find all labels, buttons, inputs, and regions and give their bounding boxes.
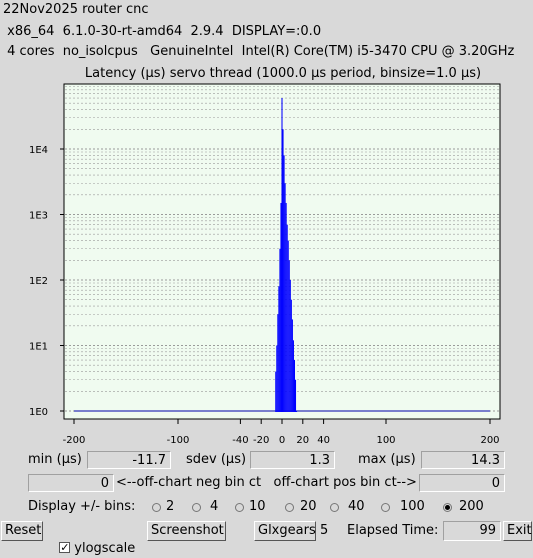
histogram-bar <box>291 319 293 412</box>
screenshot-button[interactable]: Screenshot <box>147 521 226 541</box>
histogram-bar <box>295 379 297 412</box>
bins-option-label: 2 <box>166 499 175 514</box>
histogram-bar <box>282 129 284 412</box>
histogram-bar <box>277 314 279 412</box>
x-tick-label: -200 <box>63 435 86 446</box>
reset-button[interactable]: Reset <box>1 521 43 541</box>
offchart-label: <--off-chart neg bin ct off-chart pos bi… <box>116 475 417 490</box>
neg-offchart-count: 0 <box>28 474 114 492</box>
min-label: min (µs) <box>28 452 82 467</box>
x-tick-label: -20 <box>253 435 269 446</box>
histogram-bar <box>293 360 295 412</box>
histogram-bar <box>287 240 289 412</box>
radio-unselected-icon[interactable] <box>235 503 244 512</box>
histogram-bar <box>281 98 283 412</box>
histogram-bar <box>289 280 291 412</box>
histogram-bar <box>288 260 290 412</box>
ylogscale-label: ylogscale <box>74 541 136 556</box>
x-tick-label: 40 <box>317 435 330 446</box>
cpu-info: 4 cores no_isolcpus GenuineIntel Intel(R… <box>3 44 515 59</box>
x-tick-label: 200 <box>480 435 499 446</box>
bins-option-40[interactable]: 40 <box>330 498 372 516</box>
radio-unselected-icon[interactable] <box>381 503 390 512</box>
bins-option-10[interactable]: 10 <box>235 498 273 516</box>
histogram-bar <box>286 224 288 412</box>
histogram-bar <box>284 183 286 412</box>
bins-label: Display +/- bins: <box>28 499 136 514</box>
checkbox-checked-icon[interactable] <box>59 539 71 557</box>
x-tick-label: 0 <box>279 435 285 446</box>
histogram-bar <box>276 345 278 412</box>
bins-option-4[interactable]: 4 <box>192 498 234 516</box>
histogram-bar <box>296 411 298 412</box>
y-tick-label: 1E3 <box>29 211 48 222</box>
histogram-bar <box>275 371 277 412</box>
pos-offchart-count: 0 <box>419 474 505 492</box>
bins-option-100[interactable]: 100 <box>381 498 425 516</box>
sdev-value: 1.3 <box>250 451 335 469</box>
radio-unselected-icon[interactable] <box>152 503 161 512</box>
elapsed-value: 99 <box>443 521 501 541</box>
histogram-bar <box>280 202 282 412</box>
max-label: max (µs) <box>358 452 416 467</box>
bins-option-label: 10 <box>249 499 266 514</box>
bins-option-label: 20 <box>300 499 317 514</box>
radio-unselected-icon[interactable] <box>285 503 294 512</box>
bins-option-2[interactable]: 2 <box>152 498 190 516</box>
y-tick-label: 1E4 <box>29 145 48 156</box>
radio-unselected-icon[interactable] <box>330 503 339 512</box>
x-tick-label: -100 <box>167 435 190 446</box>
x-tick-label: 100 <box>376 435 395 446</box>
report-date-host: 22Nov2025 router cnc <box>3 2 149 17</box>
glxgears-count: 5 <box>320 523 329 538</box>
y-tick-label: 1E2 <box>29 276 48 287</box>
histogram-bar <box>278 286 280 412</box>
bins-option-200[interactable]: 200 <box>443 498 484 516</box>
sdev-label: sdev (µs) <box>186 452 247 467</box>
histogram-bar <box>279 248 281 412</box>
latency-histogram: Latency (µs) servo thread (1000.0 µs per… <box>29 66 501 446</box>
bins-option-20[interactable]: 20 <box>285 498 324 516</box>
x-tick-label: 20 <box>296 435 309 446</box>
x-tick-label: -40 <box>232 435 248 446</box>
bins-option-label: 40 <box>348 499 365 514</box>
min-value: -11.7 <box>87 451 171 469</box>
y-tick-label: 1E1 <box>29 342 48 353</box>
exit-button[interactable]: Exit <box>503 521 532 541</box>
radio-selected-icon[interactable] <box>443 503 452 512</box>
radio-unselected-icon[interactable] <box>192 503 201 512</box>
glxgears-button[interactable]: Glxgears <box>254 521 316 541</box>
histogram-bar <box>285 202 287 412</box>
ylogscale-toggle[interactable]: ylogscale <box>51 522 135 558</box>
elapsed-label: Elapsed Time: <box>347 523 439 538</box>
bins-option-label: 200 <box>459 499 484 514</box>
histogram-bar <box>292 340 294 412</box>
max-value: 14.3 <box>421 451 505 469</box>
system-info: x86_64 6.1.0-30-rt-amd64 2.9.4 DISPLAY=:… <box>3 24 322 39</box>
histogram-bar <box>283 155 285 412</box>
bins-option-label: 4 <box>210 499 219 514</box>
histogram-bar <box>290 299 292 412</box>
chart-title: Latency (µs) servo thread (1000.0 µs per… <box>85 66 481 81</box>
y-tick-label: 1E0 <box>29 407 48 418</box>
bins-option-label: 100 <box>400 499 425 514</box>
